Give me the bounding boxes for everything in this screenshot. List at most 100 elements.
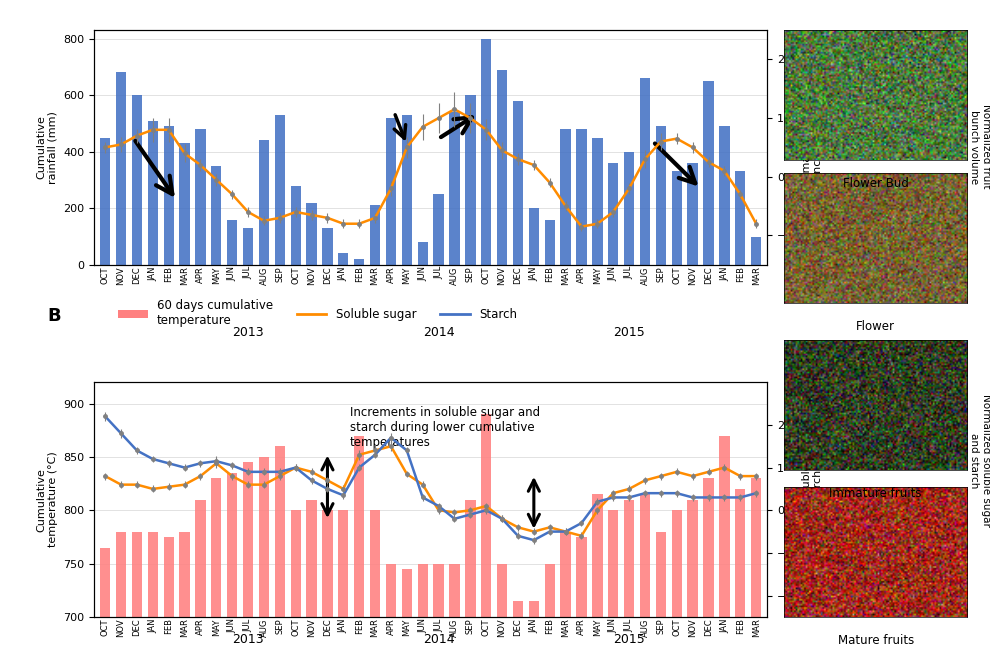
Bar [370, 205, 380, 265]
Bar [402, 115, 412, 265]
Bar [307, 203, 317, 265]
Bar [544, 219, 554, 265]
Bar [323, 510, 333, 617]
Text: 2014: 2014 [423, 325, 454, 339]
Bar [148, 121, 158, 265]
Bar [465, 500, 475, 617]
Bar [386, 564, 396, 617]
Bar [736, 171, 745, 265]
Bar [671, 171, 682, 265]
Bar [132, 95, 143, 265]
Bar [434, 564, 444, 617]
Bar [163, 537, 174, 617]
Bar [513, 601, 523, 617]
Bar [163, 126, 174, 265]
Bar [608, 163, 619, 265]
Bar [529, 208, 539, 265]
Text: 2015: 2015 [613, 633, 645, 646]
Bar [323, 228, 333, 265]
Bar [116, 73, 126, 265]
Y-axis label: Normalized soluble sugar
and starch: Normalized soluble sugar and starch [802, 429, 824, 570]
Text: Flower: Flower [856, 320, 895, 333]
Bar [402, 569, 412, 617]
Bar [354, 436, 364, 617]
Bar [274, 115, 285, 265]
Bar [703, 81, 714, 265]
Bar [307, 500, 317, 617]
Bar [576, 129, 587, 265]
Text: 2013: 2013 [233, 633, 264, 646]
Bar [624, 151, 635, 265]
Bar [736, 489, 745, 617]
Bar [608, 510, 619, 617]
Bar [418, 242, 428, 265]
Bar [418, 564, 428, 617]
Bar [116, 532, 126, 617]
Bar [687, 163, 698, 265]
Bar [640, 494, 650, 617]
Bar [719, 436, 730, 617]
Bar [179, 532, 190, 617]
Bar [211, 478, 222, 617]
Text: Mature fruits: Mature fruits [838, 634, 914, 646]
Bar [481, 414, 491, 617]
Bar [258, 457, 269, 617]
Bar [148, 532, 158, 617]
Bar [640, 78, 650, 265]
Text: Immature fruits: Immature fruits [830, 487, 922, 500]
Text: Flower Bud: Flower Bud [842, 177, 909, 189]
Y-axis label: Cumulative
rainfall (mm): Cumulative rainfall (mm) [36, 111, 57, 184]
Bar [370, 510, 380, 617]
Text: Normalized soluble sugar
and starch: Normalized soluble sugar and starch [969, 394, 990, 527]
Bar [655, 532, 666, 617]
Text: Increments in soluble sugar and
starch during lower cumulative
temperatures: Increments in soluble sugar and starch d… [349, 406, 540, 449]
Bar [560, 532, 571, 617]
Legend: 60 days cumulative
temperature, Soluble sugar, Starch: 60 days cumulative temperature, Soluble … [114, 294, 522, 331]
Bar [258, 140, 269, 265]
Bar [449, 564, 459, 617]
Bar [592, 137, 603, 265]
Bar [100, 548, 110, 617]
Bar [354, 259, 364, 265]
Text: Fluctuation of fruit bunch volume with fluctuation of cumulative rainfall: Fluctuation of fruit bunch volume with f… [185, 0, 608, 3]
Bar [465, 95, 475, 265]
Bar [449, 112, 459, 265]
Bar [339, 253, 348, 265]
Bar [592, 494, 603, 617]
Bar [227, 219, 238, 265]
Bar [386, 117, 396, 265]
Bar [290, 510, 301, 617]
Y-axis label: Normalized fruit
bunch volume: Normalized fruit bunch volume [802, 102, 824, 193]
Bar [339, 510, 348, 617]
Bar [751, 478, 761, 617]
Bar [243, 228, 253, 265]
Bar [671, 510, 682, 617]
Bar [497, 69, 507, 265]
Text: 2015: 2015 [613, 325, 645, 339]
Bar [687, 500, 698, 617]
Text: 2013: 2013 [233, 325, 264, 339]
Bar [195, 129, 206, 265]
Bar [243, 462, 253, 617]
Bar [179, 143, 190, 265]
Bar [529, 601, 539, 617]
Text: Normalized fruit
bunch volume: Normalized fruit bunch volume [969, 105, 990, 189]
Bar [560, 129, 571, 265]
Bar [513, 101, 523, 265]
Text: 2014: 2014 [423, 633, 454, 646]
Y-axis label: Cumulative
temperature (°C): Cumulative temperature (°C) [36, 452, 57, 548]
Bar [290, 185, 301, 265]
Bar [624, 500, 635, 617]
Bar [751, 237, 761, 265]
Bar [497, 564, 507, 617]
Bar [274, 446, 285, 617]
Text: B: B [47, 307, 60, 325]
Bar [719, 126, 730, 265]
Bar [195, 500, 206, 617]
Bar [544, 564, 554, 617]
Bar [481, 39, 491, 265]
Bar [434, 194, 444, 265]
Bar [576, 537, 587, 617]
Bar [211, 166, 222, 265]
Bar [703, 478, 714, 617]
